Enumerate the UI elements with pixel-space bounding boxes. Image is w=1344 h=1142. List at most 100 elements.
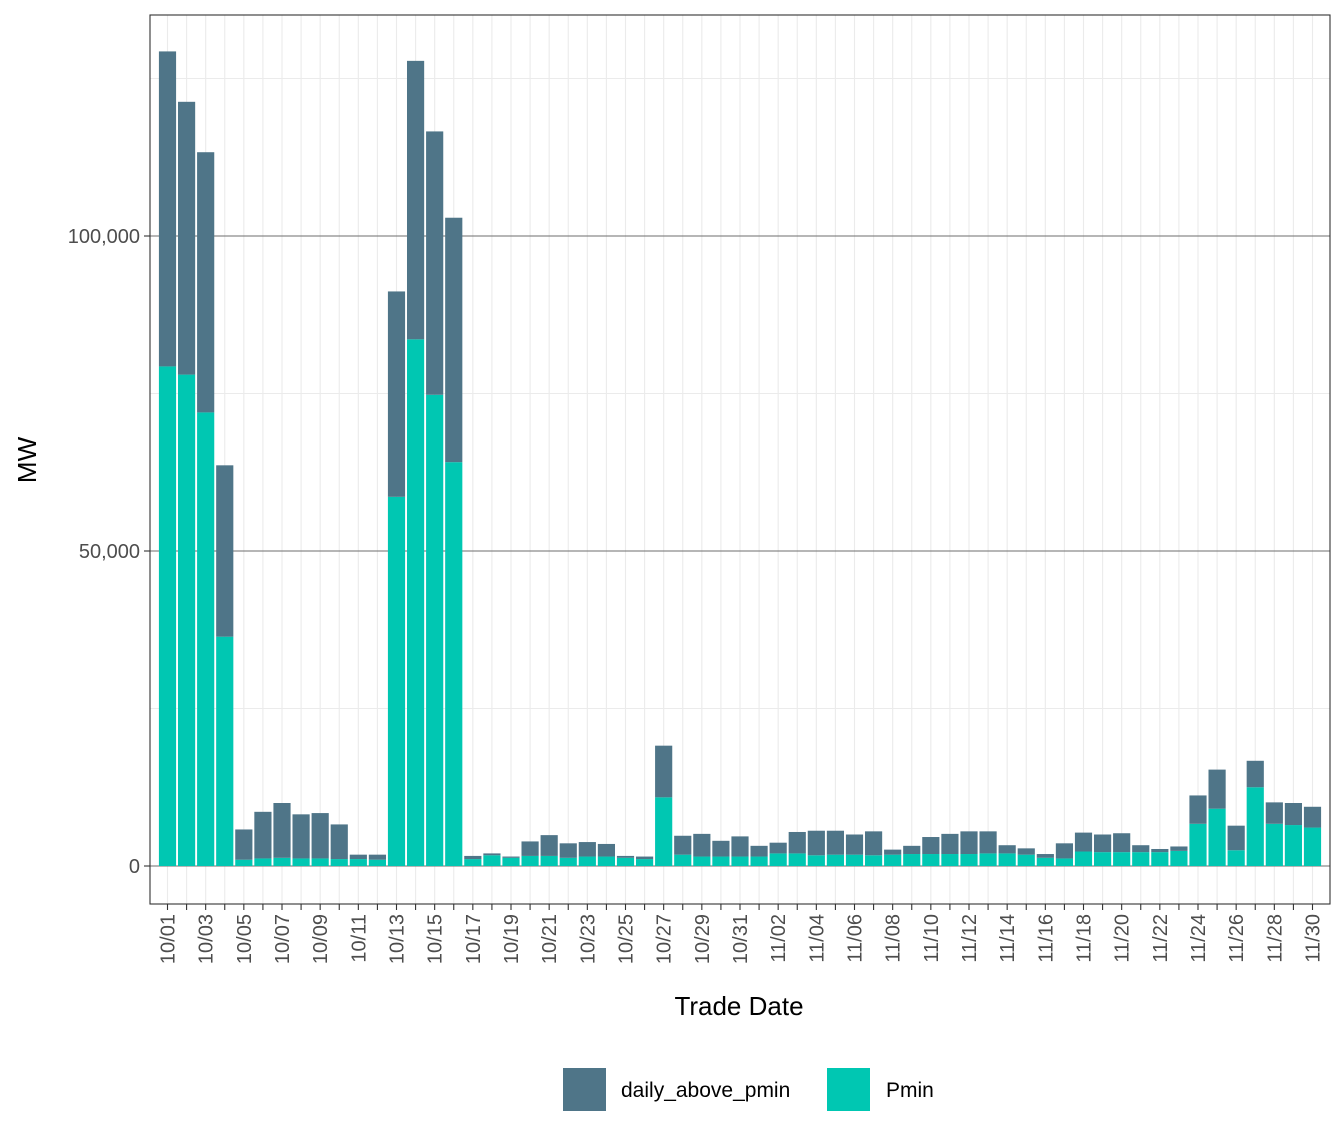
bar-pmin: [254, 858, 272, 866]
y-tick-label: 100,000: [68, 226, 140, 248]
bar-pmin: [674, 854, 692, 866]
bars: [158, 51, 1322, 866]
bar-pmin: [1265, 823, 1283, 866]
bar-pmin: [216, 636, 234, 866]
bar-daily-above-pmin: [349, 854, 367, 860]
x-tick-label: 10/11: [348, 914, 370, 963]
bar-daily-above-pmin: [406, 60, 425, 340]
bar-pmin: [368, 859, 387, 866]
bar-daily-above-pmin: [1265, 802, 1283, 824]
bar-daily-above-pmin: [903, 845, 921, 855]
bar-daily-above-pmin: [502, 856, 520, 858]
bar-daily-above-pmin: [750, 845, 768, 857]
bar-pmin: [1284, 825, 1303, 866]
bar-daily-above-pmin: [578, 842, 596, 857]
bar-pmin: [521, 855, 539, 866]
bar-daily-above-pmin: [1303, 806, 1322, 828]
bar-pmin: [540, 855, 558, 866]
legend-key-daily-above-pmin: [563, 1068, 606, 1111]
bar-pmin: [235, 859, 253, 866]
bar-pmin: [273, 857, 291, 866]
bar-pmin: [807, 855, 825, 866]
bar-pmin: [502, 857, 520, 866]
x-tick-label: 10/09: [310, 914, 332, 964]
bar-pmin: [998, 853, 1016, 866]
bar-daily-above-pmin: [464, 855, 482, 860]
bar-daily-above-pmin: [1189, 795, 1207, 824]
bar-daily-above-pmin: [864, 831, 883, 856]
y-axis-title: MW: [12, 436, 42, 483]
bar-pmin: [559, 857, 577, 866]
y-tick-label: 0: [129, 856, 140, 878]
x-tick-label: 10/29: [692, 914, 714, 964]
bar-pmin: [922, 854, 940, 866]
bar-daily-above-pmin: [1227, 825, 1245, 851]
bar-daily-above-pmin: [1055, 843, 1074, 859]
bar-pmin: [1170, 850, 1188, 866]
bar-pmin: [1055, 858, 1074, 866]
bar-pmin: [769, 853, 787, 866]
bar-pmin: [445, 462, 463, 866]
bar-daily-above-pmin: [1208, 769, 1226, 809]
x-tick-label: 10/21: [539, 914, 561, 964]
bar-pmin: [1036, 857, 1054, 866]
bar-daily-above-pmin: [960, 831, 978, 855]
x-tick-label: 11/16: [1035, 914, 1057, 963]
bar-daily-above-pmin: [387, 291, 406, 497]
bar-daily-above-pmin: [1170, 846, 1188, 851]
bar-daily-above-pmin: [559, 843, 577, 858]
bar-pmin: [693, 856, 711, 866]
bar-daily-above-pmin: [1017, 848, 1035, 855]
bar-pmin: [406, 339, 425, 866]
bar-pmin: [597, 856, 616, 866]
bar-daily-above-pmin: [483, 853, 501, 856]
bar-daily-above-pmin: [254, 811, 272, 859]
bar-pmin: [655, 797, 673, 866]
x-tick-label: 11/20: [1112, 914, 1134, 963]
x-axis-title: Trade Date: [674, 991, 803, 1021]
bar-pmin: [158, 366, 177, 866]
bar-daily-above-pmin: [635, 856, 654, 860]
x-tick-label: 11/14: [997, 914, 1019, 963]
x-tick-label: 11/22: [1150, 914, 1172, 963]
bar-daily-above-pmin: [998, 845, 1016, 854]
x-tick-label: 10/23: [577, 914, 599, 964]
bar-daily-above-pmin: [807, 830, 825, 856]
bar-daily-above-pmin: [674, 835, 692, 855]
legend-key-pmin: [827, 1068, 870, 1111]
bar-pmin: [635, 859, 654, 866]
bar-pmin: [1017, 854, 1035, 866]
bar-daily-above-pmin: [845, 834, 864, 855]
bar-daily-above-pmin: [731, 836, 749, 857]
x-tick-label: 11/06: [845, 914, 867, 963]
bar-daily-above-pmin: [1246, 760, 1264, 788]
bar-daily-above-pmin: [941, 833, 959, 855]
x-tick-label: 11/02: [768, 914, 790, 963]
bar-pmin: [197, 412, 215, 866]
x-tick-label: 11/18: [1074, 914, 1096, 963]
bar-daily-above-pmin: [235, 829, 253, 860]
x-tick-label: 11/10: [921, 914, 943, 963]
bar-pmin: [903, 854, 921, 866]
bar-daily-above-pmin: [693, 833, 711, 857]
bar-daily-above-pmin: [712, 840, 730, 857]
x-tick-label: 10/27: [654, 914, 676, 964]
bar-pmin: [884, 854, 902, 866]
bar-daily-above-pmin: [273, 803, 291, 858]
bar-pmin: [979, 853, 997, 866]
x-tick-label: 11/12: [959, 914, 981, 963]
bar-daily-above-pmin: [1074, 832, 1093, 852]
bar-daily-above-pmin: [1132, 845, 1150, 853]
x-tick-label: 10/17: [463, 914, 485, 964]
bar-pmin: [1303, 827, 1322, 866]
x-tick-label: 10/01: [158, 914, 180, 964]
x-tick-label: 10/05: [234, 914, 256, 964]
bar-pmin: [177, 374, 196, 866]
bar-daily-above-pmin: [177, 101, 196, 375]
bar-daily-above-pmin: [597, 843, 616, 857]
bar-pmin: [731, 856, 749, 866]
bar-daily-above-pmin: [158, 51, 177, 367]
legend-label: daily_above_pmin: [621, 1079, 790, 1102]
bar-daily-above-pmin: [1284, 803, 1303, 826]
bar-pmin: [1246, 787, 1264, 866]
